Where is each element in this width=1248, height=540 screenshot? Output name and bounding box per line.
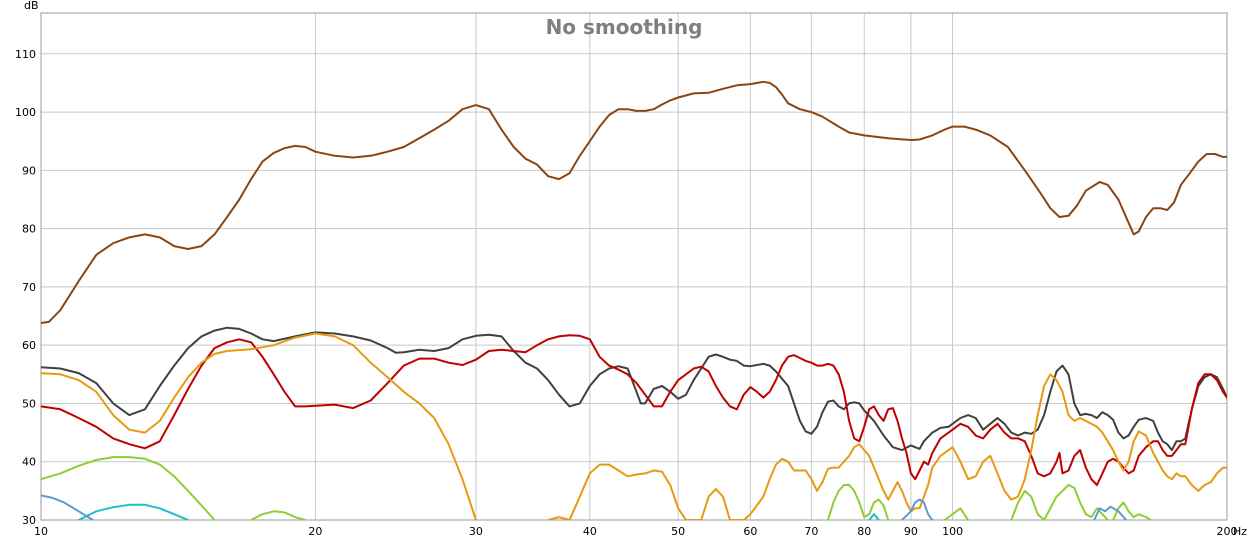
series-line [547,373,1227,520]
series-line [827,484,890,520]
y-tick-label: 100 [15,106,36,119]
x-tick-label: 90 [904,525,918,538]
series-line [901,498,934,520]
y-tick-label: 30 [22,514,36,527]
y-tick-label: 40 [22,456,36,469]
x-tick-label: 60 [743,525,757,538]
x-tick-label: 200 [1217,525,1238,538]
series-line [868,513,880,520]
x-tick-label: 80 [857,525,871,538]
series-line [41,456,216,520]
series-line [41,326,1227,452]
series-line [77,503,190,520]
series-line [41,80,1227,324]
y-tick-label: 110 [15,48,36,61]
axis-ticks: 10 20 30 40 50 60 70 80 90 100 200 30 40 50 60 70 80 90 10… [15,48,1238,538]
x-tick-label: 50 [671,525,685,538]
x-tick-label: 70 [804,525,818,538]
x-tick-label: 40 [583,525,597,538]
series-line [1010,484,1109,520]
grid [40,13,1228,521]
x-tick-label: 100 [942,525,963,538]
y-tick-label: 70 [22,281,36,294]
series-line [1093,505,1128,520]
series-line [41,334,1227,486]
x-tick-label: 30 [469,525,483,538]
y-axis-unit-label: dB [24,0,39,12]
series-line [41,494,94,520]
series-line [250,510,307,520]
series-line [943,507,970,520]
y-tick-label: 50 [22,397,36,410]
series-line [1112,501,1152,520]
x-tick-label: 10 [34,525,48,538]
x-axis-unit-label: Hz [1233,525,1247,538]
y-tick-label: 60 [22,339,36,352]
series-group [41,80,1227,520]
y-tick-label: 80 [22,223,36,236]
y-tick-label: 90 [22,164,36,177]
series-line [41,332,477,520]
x-tick-label: 20 [308,525,322,538]
plot-frame [40,12,1228,521]
chart-title: No smoothing [546,15,703,39]
